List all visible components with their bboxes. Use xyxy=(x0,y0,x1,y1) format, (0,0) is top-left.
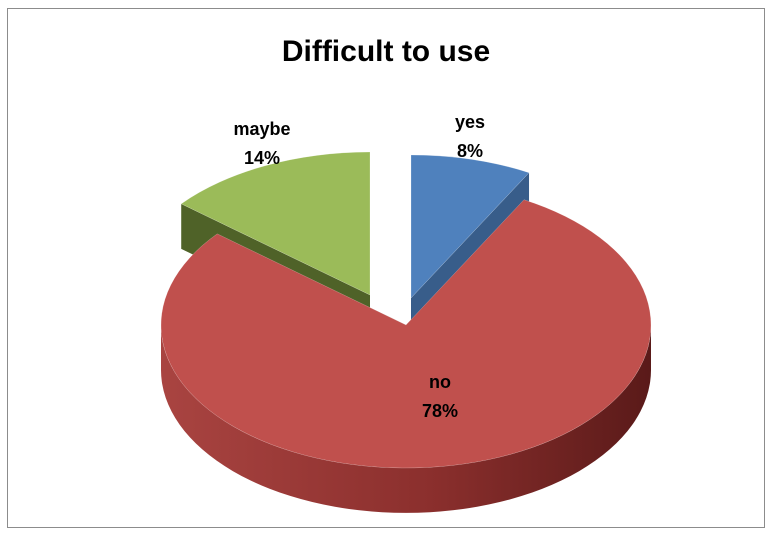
pie-slice-no-side xyxy=(161,325,651,513)
data-label-yes-percent: 8% xyxy=(457,141,483,161)
data-label-no-category: no xyxy=(429,372,451,392)
data-label-no-percent: 78% xyxy=(422,401,458,421)
pie-slice-maybe-top xyxy=(180,151,371,296)
pie-slice-no-top xyxy=(160,199,652,469)
data-label-maybe-category: maybe xyxy=(233,119,290,139)
pie-slice-no xyxy=(160,199,652,513)
data-label-yes-category: yes xyxy=(455,112,485,132)
chart-title: Difficult to use xyxy=(281,35,491,68)
data-label-maybe-percent: 14% xyxy=(244,148,280,168)
pie-slice-yes-top xyxy=(410,154,530,299)
